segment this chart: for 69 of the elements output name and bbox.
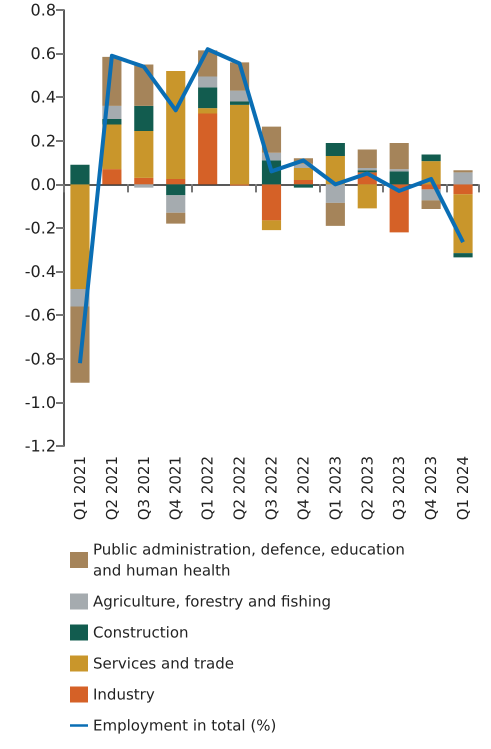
y-tick-label: -1.0 [24,392,56,412]
bar [326,184,345,203]
legend-label: Employment in total (%) [93,716,276,734]
y-tick-label: 0.8 [30,0,56,20]
x-tick-label: Q3 2022 [262,456,280,520]
x-tick-label: Q1 2021 [70,456,89,520]
bar [134,130,154,178]
x-tick-label: Q1 2024 [454,456,472,520]
bar [134,184,154,188]
x-tick-label: Q3 2023 [390,456,408,520]
bar [390,184,409,232]
line-series [78,47,466,366]
bar [230,90,250,102]
bar [453,194,473,254]
bar [198,108,218,114]
bar [294,184,313,188]
bar [390,171,409,184]
y-tick-label: 0.2 [30,131,56,150]
bar [230,102,250,105]
legend-label: Agriculture, forestry and fishing [93,592,332,610]
legend-label: Public administration, defence, education and human health [93,540,410,580]
bar [453,172,473,184]
bar [358,150,377,168]
bar [230,104,250,184]
y-tick-label: 0.0 [30,174,56,194]
bar [198,87,218,108]
bar [326,142,345,156]
bar [198,76,218,88]
y-tick-label: -0.2 [24,218,56,238]
bar [453,253,473,258]
bar [166,178,186,184]
bar [166,195,186,213]
legend-label: Services and trade [93,654,234,672]
y-tick-label: -1.2 [24,436,56,456]
bar [166,184,186,196]
bar [70,164,90,184]
y-tick-label: -0.4 [24,262,56,282]
bar [134,178,154,184]
y-tick-label: 0.6 [30,44,56,64]
bar [166,71,186,179]
bar [326,202,345,226]
y-tick-label: -0.6 [24,306,56,325]
legend-label: Construction [93,624,189,642]
bar [262,220,282,230]
bar [166,212,186,224]
x-tick-label: Q1 2022 [198,456,217,520]
legend-label: Industry [93,686,155,704]
bar [453,184,473,194]
x-tick-label: Q4 2023 [422,456,440,520]
x-tick-label: Q3 2021 [134,456,153,520]
y-tick-label: 0.4 [30,88,56,107]
y-tick-label: -0.8 [24,349,56,368]
bar [198,114,218,184]
bar [134,106,154,131]
bar [390,142,409,170]
x-tick-label: Q2 2023 [358,456,376,520]
bar [262,184,282,220]
x-tick-label: Q1 2023 [326,456,344,520]
bar [358,184,377,208]
bar [294,168,313,180]
bar [102,169,122,184]
x-tick-label: Q2 2021 [102,456,121,520]
x-tick-label: Q2 2022 [230,456,249,520]
bar [422,200,441,210]
x-tick-label: Q4 2022 [294,456,312,520]
bar [70,184,90,290]
bar [294,180,313,184]
x-tick-label: Q4 2021 [166,456,185,520]
bar [422,154,441,162]
